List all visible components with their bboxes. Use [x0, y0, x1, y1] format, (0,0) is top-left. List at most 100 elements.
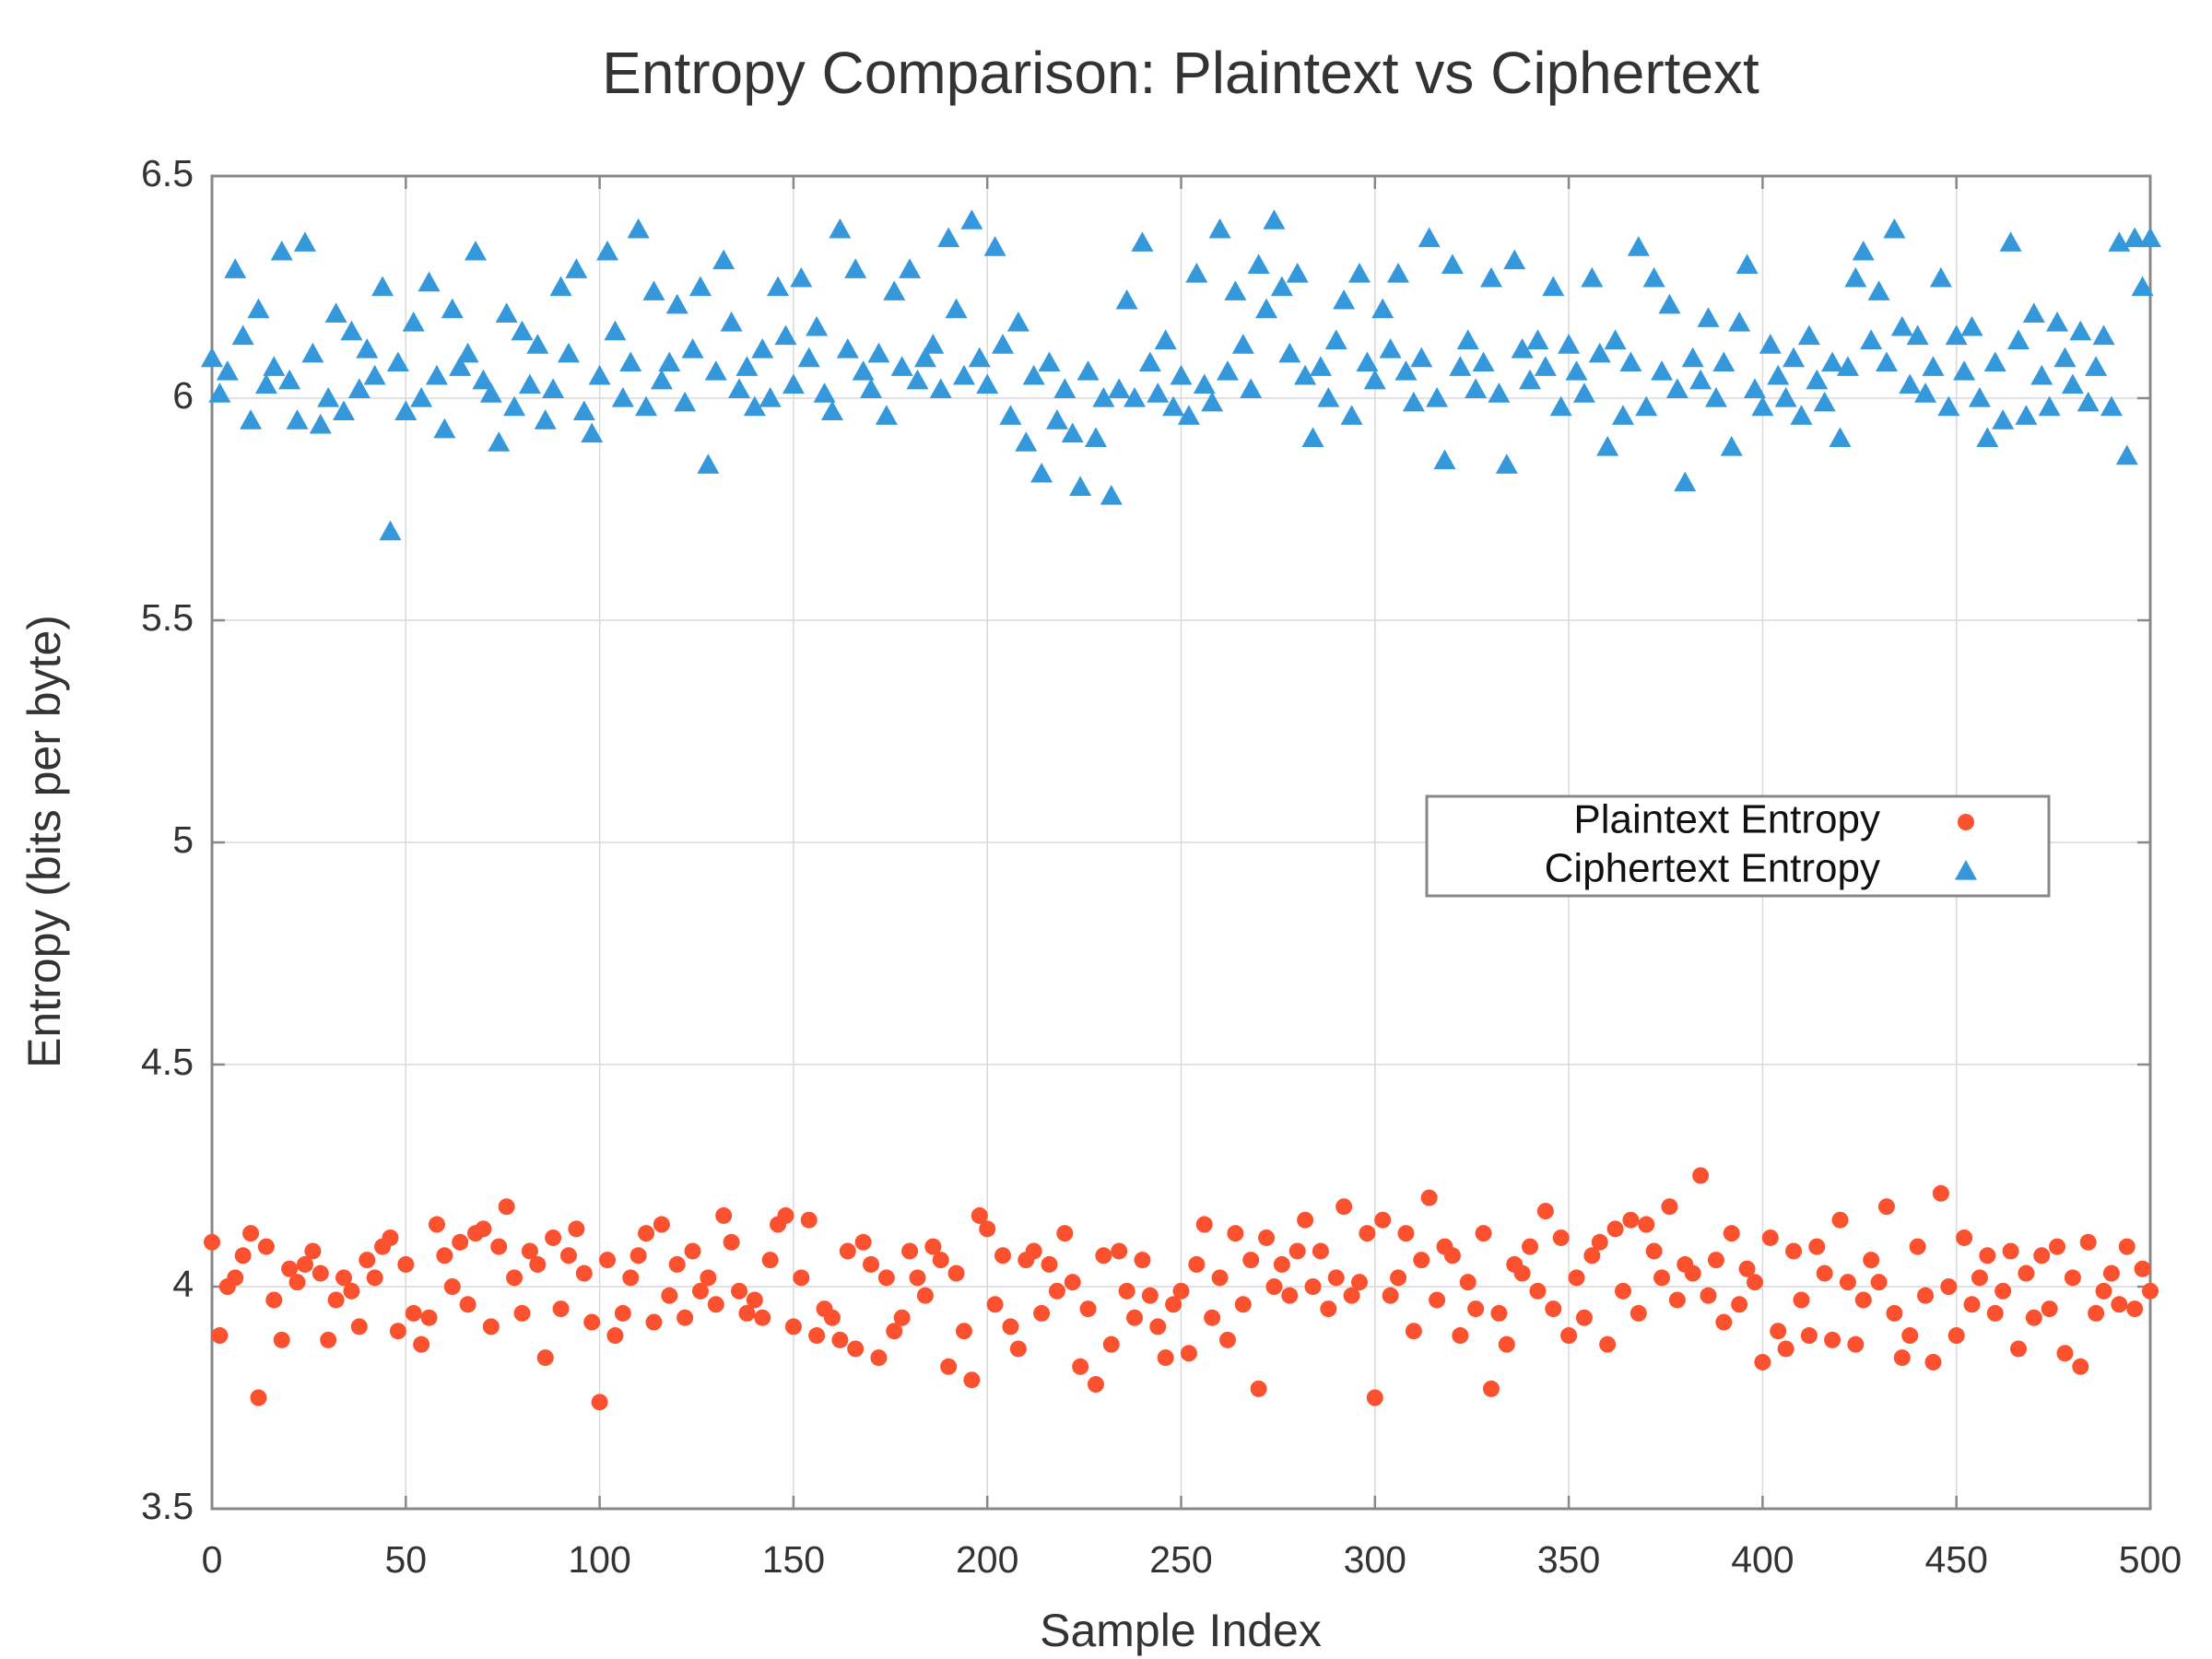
circle-point: [204, 1233, 220, 1251]
circle-point: [1863, 1252, 1880, 1269]
triangle-point: [2100, 395, 2123, 417]
triangle-point: [688, 276, 712, 297]
triangle-point: [495, 302, 518, 324]
triangle-point: [899, 258, 922, 278]
y-tick-label: 4: [172, 1263, 194, 1305]
triangle-point: [681, 337, 704, 359]
triangle-point: [1363, 369, 1386, 390]
circle-point: [1343, 1287, 1360, 1304]
triangle-point: [960, 209, 983, 229]
circle-point: [2002, 1242, 2019, 1260]
triangle-point: [1611, 405, 1634, 425]
triangle-point: [208, 382, 231, 403]
circle-point: [2033, 1247, 2051, 1265]
circle-point: [536, 1349, 554, 1367]
triangle-point: [386, 351, 409, 372]
triangle-point: [1077, 360, 1100, 381]
circle-point: [971, 1206, 988, 1224]
circle-point: [1312, 1242, 1329, 1260]
circle-point: [1095, 1247, 1112, 1265]
circle-point: [1901, 1327, 1919, 1345]
circle-point: [831, 1331, 849, 1348]
circle-point: [1382, 1287, 1399, 1304]
triangle-point: [712, 249, 735, 270]
triangle-point: [2038, 395, 2061, 417]
circle-point: [1102, 1335, 1120, 1353]
circle-point: [668, 1255, 686, 1273]
triangle-point: [356, 337, 379, 359]
triangle-point: [1937, 395, 1960, 417]
triangle-point: [1697, 307, 1720, 327]
circle-point: [2064, 1269, 2081, 1287]
circle-point: [715, 1206, 733, 1224]
circle-point: [893, 1309, 911, 1326]
triangle-point: [1495, 453, 1518, 474]
circle-point: [265, 1291, 283, 1309]
circle-point: [1591, 1233, 1608, 1251]
triangle-point: [557, 342, 580, 363]
plot-frame: [210, 174, 2152, 1511]
triangle-point: [1558, 334, 1581, 354]
triangle-point: [1224, 280, 1247, 300]
triangle-point: [1433, 449, 1456, 470]
circle-point: [1056, 1225, 1074, 1242]
circle-point: [304, 1242, 322, 1260]
circle-point: [606, 1327, 624, 1345]
circle-point: [1893, 1349, 1911, 1367]
triangle-point: [347, 378, 371, 398]
circle-point: [1839, 1274, 1856, 1291]
triangle-point: [1797, 324, 1820, 346]
circle-point: [1963, 1296, 1981, 1313]
triangle-point: [1906, 324, 1929, 346]
x-tick-label: 350: [1537, 1538, 1600, 1581]
circle-point: [250, 1389, 267, 1406]
triangle-point: [1441, 253, 1464, 274]
circle-point: [1692, 1167, 1710, 1184]
triangle-point: [1852, 240, 1875, 261]
circle-point: [2041, 1300, 2058, 1318]
circle-point: [886, 1323, 903, 1340]
circle-point: [359, 1252, 376, 1269]
triangle-point: [1340, 405, 1363, 425]
triangle-point: [1317, 387, 1340, 407]
circle-point: [863, 1255, 880, 1273]
circle-point: [955, 1323, 972, 1340]
circle-point: [234, 1247, 252, 1265]
circle-point: [1025, 1242, 1042, 1260]
triangle-point: [611, 387, 634, 407]
circle-point: [1754, 1353, 1771, 1371]
circle-point: [1522, 1238, 1539, 1255]
triangle-point: [1387, 263, 1410, 283]
circle-point: [568, 1220, 585, 1238]
triangle-point: [324, 302, 347, 324]
circle-point: [645, 1313, 663, 1331]
triangle-point: [1309, 356, 1332, 376]
circle-point: [1490, 1304, 1508, 1322]
circle-point: [382, 1229, 399, 1246]
circle-point: [327, 1291, 345, 1309]
triangle-point: [1030, 462, 1053, 483]
circle-point: [443, 1278, 461, 1295]
triangle-point: [1131, 231, 1154, 252]
circle-point: [1877, 1198, 1895, 1216]
circle-point: [583, 1313, 601, 1331]
triangle-point: [1790, 405, 1813, 425]
triangle-point: [231, 324, 254, 346]
circle-point: [2118, 1238, 2136, 1255]
circle-point: [1413, 1252, 1430, 1269]
triangle-point: [658, 351, 681, 372]
circle-point: [288, 1274, 306, 1291]
circle-point: [1288, 1242, 1306, 1260]
triangle-point: [735, 356, 759, 376]
circle-point: [1568, 1269, 1585, 1287]
triangle-point: [1992, 409, 2015, 429]
circle-point: [1079, 1300, 1097, 1318]
triangle-point: [1301, 427, 1324, 447]
triangle-point: [1619, 351, 1642, 372]
triangle-point: [1751, 395, 1774, 417]
circle-point: [800, 1211, 818, 1229]
circle-point: [2134, 1260, 2151, 1277]
triangle-point: [293, 231, 316, 252]
triangle-point: [456, 342, 479, 363]
circle-point: [1630, 1304, 1647, 1322]
